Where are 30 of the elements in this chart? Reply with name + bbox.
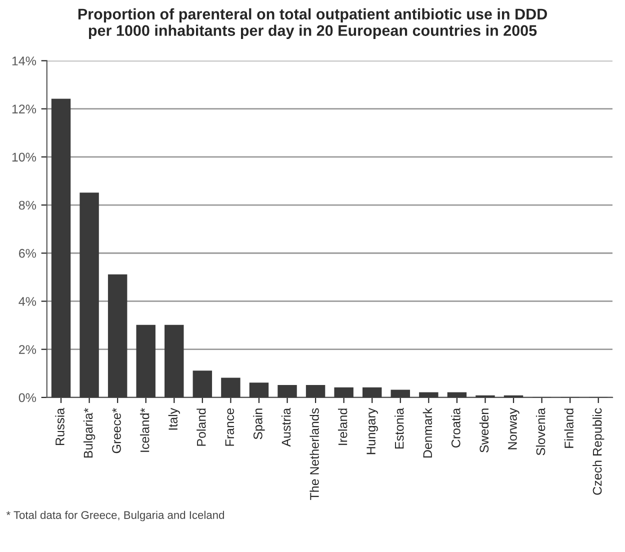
x-tick-label: Austria <box>281 408 291 447</box>
y-tick-label: 6% <box>19 248 36 258</box>
x-tick-label: Iceland* <box>140 408 150 452</box>
x-tick-label: Italy <box>168 408 180 430</box>
y-tick-label: 0% <box>18 393 36 402</box>
x-tick-label: Greece* <box>112 408 121 454</box>
chart-title: Proportion of parenteral on total outpatient antibiotic use in DDD per 1000 inhabitants per day in 20 European countries in 2005 <box>78 8 547 39</box>
x-tick-label: France <box>225 408 234 446</box>
x-tick-label: Sweden <box>479 408 489 452</box>
y-tick-label: 2% <box>19 345 36 354</box>
x-tick-label: Czech Republic <box>592 408 604 495</box>
y-tick-label: 8% <box>18 200 36 210</box>
x-tick-label: Poland <box>196 408 206 446</box>
x-tick-label: Spain <box>253 408 265 440</box>
x-tick-label: Norway <box>508 408 520 450</box>
x-tick-label: Estonia <box>394 408 404 449</box>
x-tick-label: Denmark <box>422 408 432 458</box>
y-tick-label: 4% <box>18 297 36 306</box>
x-tick-label: Slovenia <box>536 408 546 456</box>
x-tick-label: Ireland <box>338 408 348 445</box>
y-tick-label: 14% <box>12 56 36 66</box>
x-tick-label: Russia <box>55 408 64 446</box>
text: * Total data for Greece, Bulgaria and Iceland <box>6 510 224 522</box>
x-tick-label: Finland <box>564 408 574 448</box>
x-tick-label: Croatia <box>451 408 460 448</box>
x-tick-label: Bulgaria* <box>83 408 96 458</box>
x-tick-label: Hungary <box>366 408 378 454</box>
y-tick-label: 10% <box>12 152 36 162</box>
y-tick-label: 12% <box>12 104 36 114</box>
x-tick-label: The Netherlands <box>310 408 319 500</box>
